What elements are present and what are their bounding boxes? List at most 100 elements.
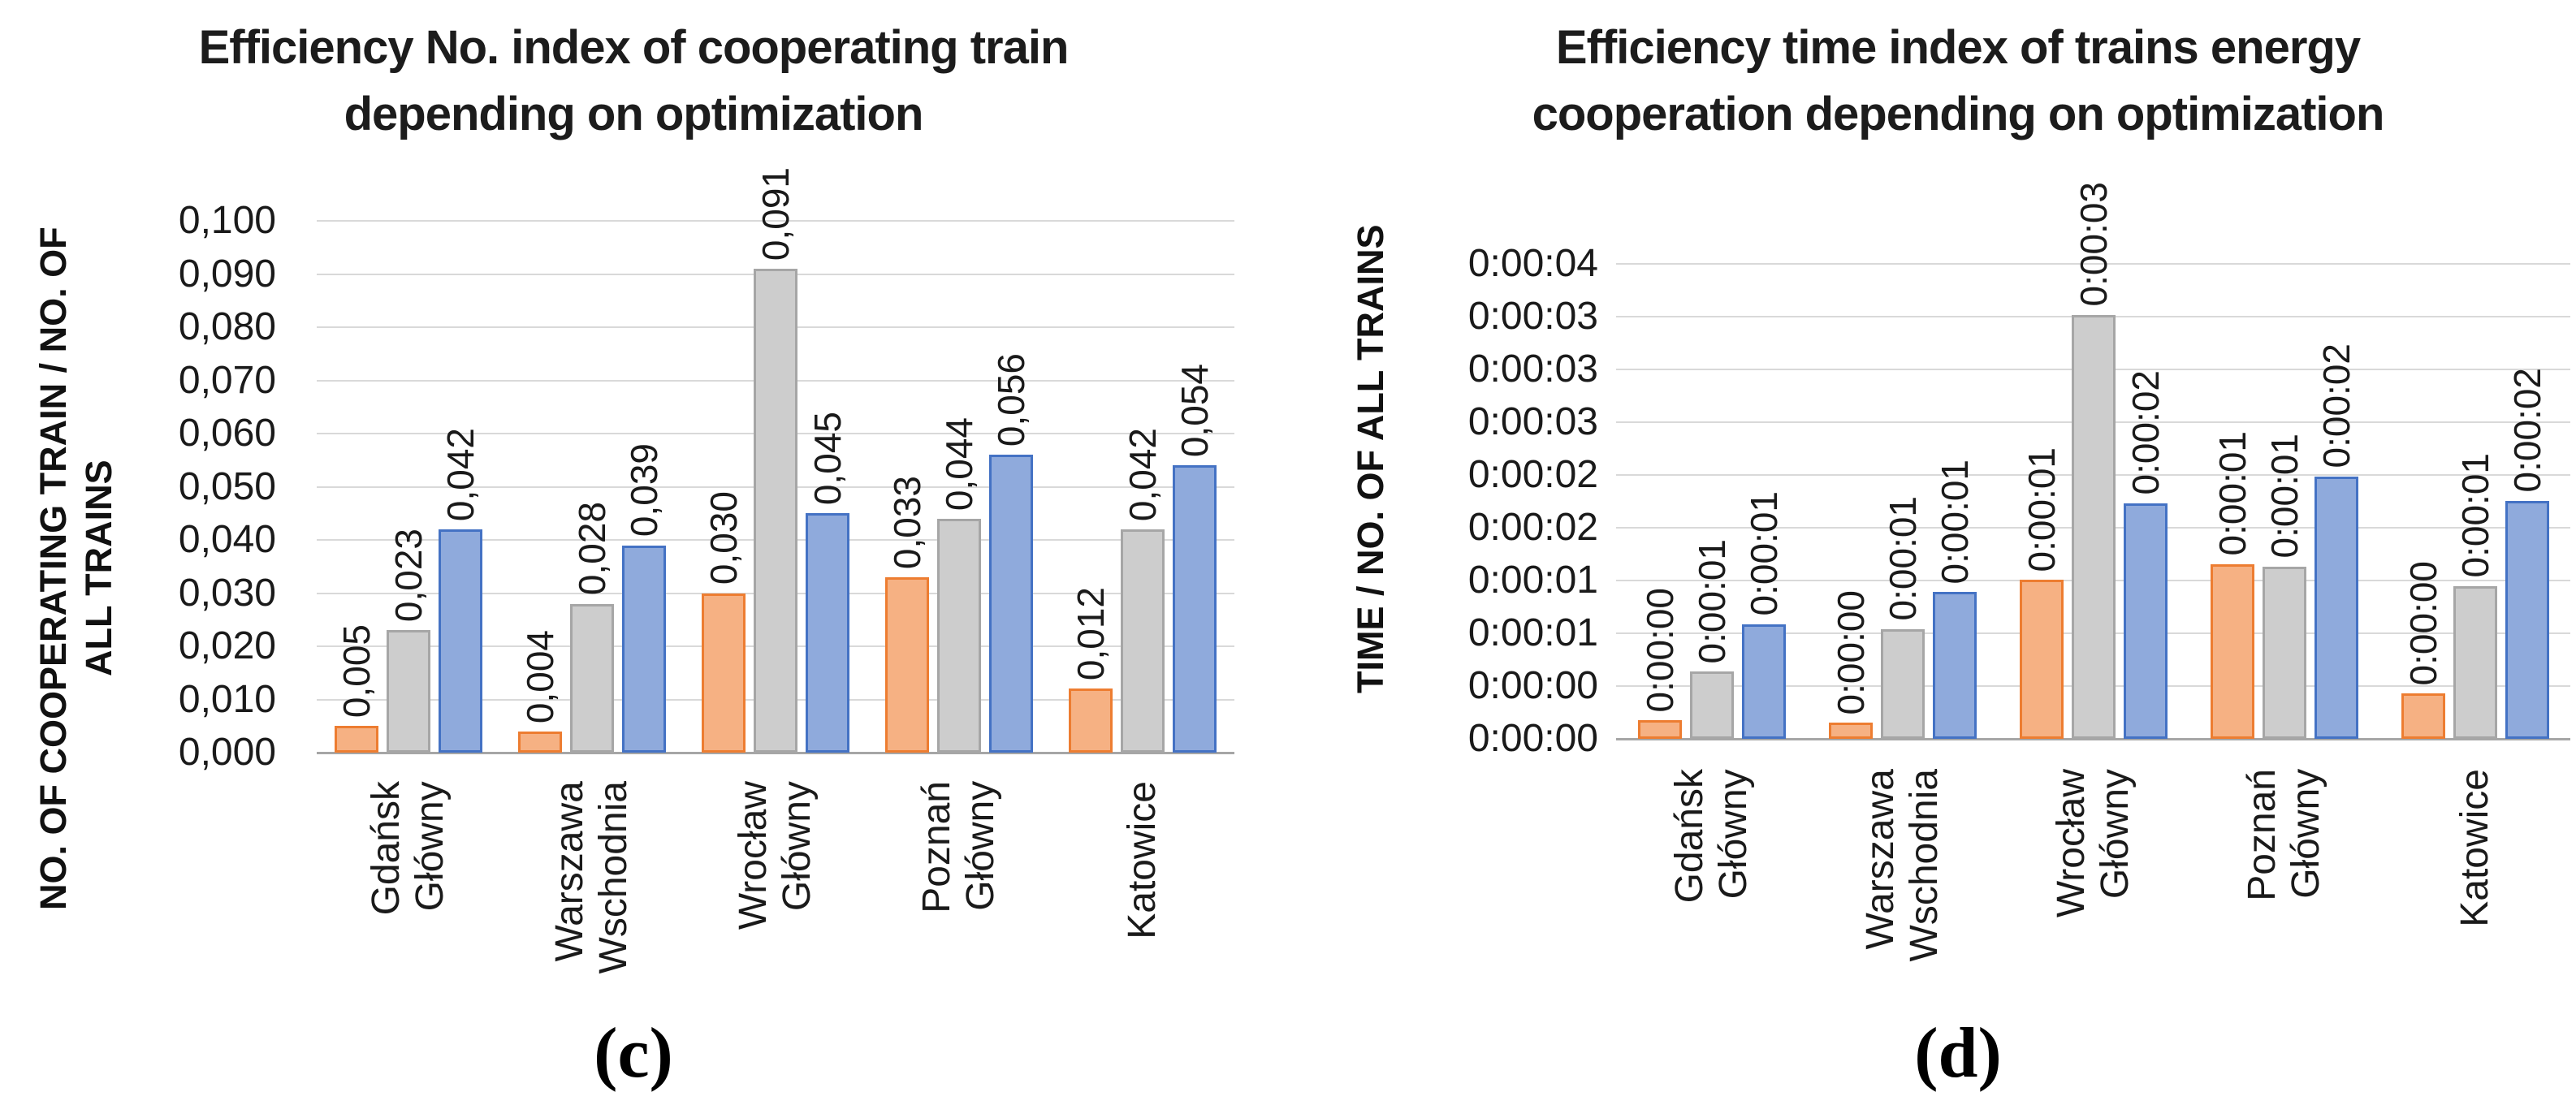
y-tick-label: 0,030 [178, 571, 276, 615]
y-tick-label: 0:00:03 [1467, 400, 1598, 443]
bar-data-label: 0:00:01 [1882, 496, 1924, 620]
y-tick-label: 0,090 [178, 252, 276, 296]
bar-series-1-orange-2 [1828, 723, 1873, 739]
bar-series-2-gray-3 [754, 268, 797, 753]
x-axis-line [317, 752, 1234, 754]
bar-series-1-orange-1 [1637, 720, 1682, 739]
x-category-label: Gdańsk Główny [365, 781, 452, 915]
bar-series-3-blue-5 [2505, 500, 2549, 739]
x-category-label-text: Warszawa Wschodnia [548, 781, 636, 973]
bar-series-2-gray-2 [570, 603, 614, 753]
bar-data-label-text: 0:00:01 [1742, 491, 1785, 616]
bar-series-2-gray-4 [2262, 566, 2306, 739]
bar-data-label-text: 0,030 [702, 491, 745, 585]
x-category-label: Warszawa Wschodnia [1859, 769, 1947, 961]
gridline [1616, 263, 2570, 265]
bar-data-label: 0:00:00 [2401, 560, 2444, 686]
bar-data-label-text: 0,012 [1070, 587, 1112, 681]
bar-data-label: 0,033 [886, 476, 928, 569]
bar-series-2-gray-3 [2071, 314, 2116, 739]
x-category-label-text: Gdańsk Główny [365, 781, 452, 915]
chart-c-y-axis-title-text: NO. OF COOPERATING TRAIN / NO. OF ALL TRA… [31, 179, 122, 958]
y-tick-label: 0,020 [178, 624, 276, 667]
bar-series-1-orange-3 [2019, 580, 2064, 739]
bar-data-label-text: 0,039 [623, 443, 665, 537]
x-category-label: Gdańsk Główny [1668, 769, 1756, 903]
bar-series-3-blue-5 [1173, 465, 1217, 753]
chart-d-title-line-1: Efficiency time index of trains energy [1555, 21, 2361, 74]
y-tick-label: 0,080 [178, 305, 276, 348]
bar-series-2-gray-5 [1121, 529, 1165, 753]
y-tick-label: 0:00:01 [1467, 611, 1598, 654]
bar-data-label-text: 0:00:02 [2315, 343, 2358, 468]
bar-data-label-text: 0:00:01 [1690, 538, 1733, 664]
x-category-line: Wschodnia [1902, 769, 1946, 962]
bar-series-2-gray-5 [2453, 585, 2497, 739]
bar-data-label: 0,012 [1070, 587, 1112, 681]
x-category-label: Katowice [2453, 769, 2497, 927]
chart-c-y-axis-title: NO. OF COOPERATING TRAIN / NO. OF ALL TRA… [31, 179, 127, 958]
x-category-line: Główny [2284, 769, 2327, 900]
bar-data-label: 0,039 [623, 443, 665, 537]
chart-d-caption: (d) [1914, 1014, 2002, 1093]
x-category-line: Wrocław [2049, 769, 2093, 918]
y-tick-label: 0:00:02 [1467, 506, 1598, 549]
x-axis-line [1616, 738, 2570, 740]
bar-series-3-blue-1 [439, 529, 482, 753]
bar-data-label: 0,056 [990, 353, 1032, 447]
y-tick-label: 0:00:03 [1467, 295, 1598, 338]
bar-series-1-orange-4 [885, 576, 929, 753]
chart-c-title: Efficiency No. index of cooperating trai… [24, 15, 1243, 148]
y-tick-label: 0,070 [178, 358, 276, 402]
x-category-label: Poznań Główny [2241, 769, 2328, 901]
x-category-line: Poznań [2240, 769, 2284, 901]
bar-series-1-orange-1 [335, 726, 378, 753]
bar-data-label-text: 0:00:00 [2401, 560, 2444, 686]
bar-series-3-blue-3 [2123, 503, 2168, 739]
x-category-line: Wschodnia [592, 781, 635, 974]
bar-series-3-blue-1 [1741, 624, 1786, 739]
y-tick-label: 0:00:01 [1467, 559, 1598, 602]
x-category-line: Główny [776, 781, 819, 912]
y-tick-label: 0,000 [178, 731, 276, 774]
bar-data-label: 0,042 [439, 428, 482, 521]
x-category-label-text: Wrocław Główny [732, 781, 819, 930]
x-category-label: Poznań Główny [915, 781, 1003, 913]
y-tick-label: 0:00:00 [1467, 717, 1598, 760]
y-tick-label: 0,050 [178, 464, 276, 508]
bar-data-label-text: 0:00:02 [2124, 370, 2167, 495]
bar-data-label: 0,044 [938, 417, 980, 511]
bar-data-label-text: 0,023 [387, 529, 430, 623]
chart-c-plot-area: 0,005 0,004 0,030 0,033 0,012 0,023 0,028 0,091… [317, 167, 1234, 754]
x-category-line: Gdańsk [1667, 769, 1711, 904]
bar-series-1-orange-3 [702, 593, 746, 753]
bar-data-label: 0,054 [1173, 364, 1216, 458]
x-category-line: Główny [959, 781, 1002, 912]
bar-data-label: 0:00:00 [1639, 588, 1681, 712]
bar-data-label-text: 0,042 [1122, 427, 1164, 521]
bar-data-label: 0:00:03 [2072, 182, 2115, 307]
bar-data-label-text: 0,054 [1173, 364, 1216, 458]
x-category-label: Katowice [1121, 781, 1165, 939]
bar-data-label-text: 0:00:02 [2505, 368, 2548, 493]
x-category-line: Warszawa [548, 781, 591, 962]
chart-d-title: Efficiency time index of trains energy c… [1340, 15, 2576, 148]
bar-data-label-text: 0,005 [335, 624, 378, 719]
x-category-label-text: Gdańsk Główny [1668, 769, 1756, 903]
chart-panel-d: Efficiency time index of trains energy c… [1340, 0, 2576, 1105]
bar-data-label-text: 0:00:03 [2072, 182, 2115, 307]
bar-data-label-text: 0,056 [990, 353, 1032, 447]
x-category-line: Katowice [2453, 769, 2496, 927]
x-category-label: Warszawa Wschodnia [548, 781, 636, 973]
bar-data-label-text: 0,004 [519, 629, 561, 723]
chart-panel-c: Efficiency No. index of cooperating trai… [24, 0, 1243, 1105]
bar-data-label-text: 0,044 [938, 417, 980, 511]
bar-series-3-blue-2 [622, 545, 666, 753]
bar-data-label: 0:00:01 [1742, 491, 1785, 616]
y-axis-title-line: ALL TRAINS [78, 460, 119, 677]
bar-data-label: 0:00:01 [1690, 538, 1733, 664]
bar-data-label: 0,028 [571, 502, 613, 595]
x-category-label-text: Poznań Główny [915, 781, 1003, 913]
bar-series-3-blue-3 [806, 513, 849, 753]
